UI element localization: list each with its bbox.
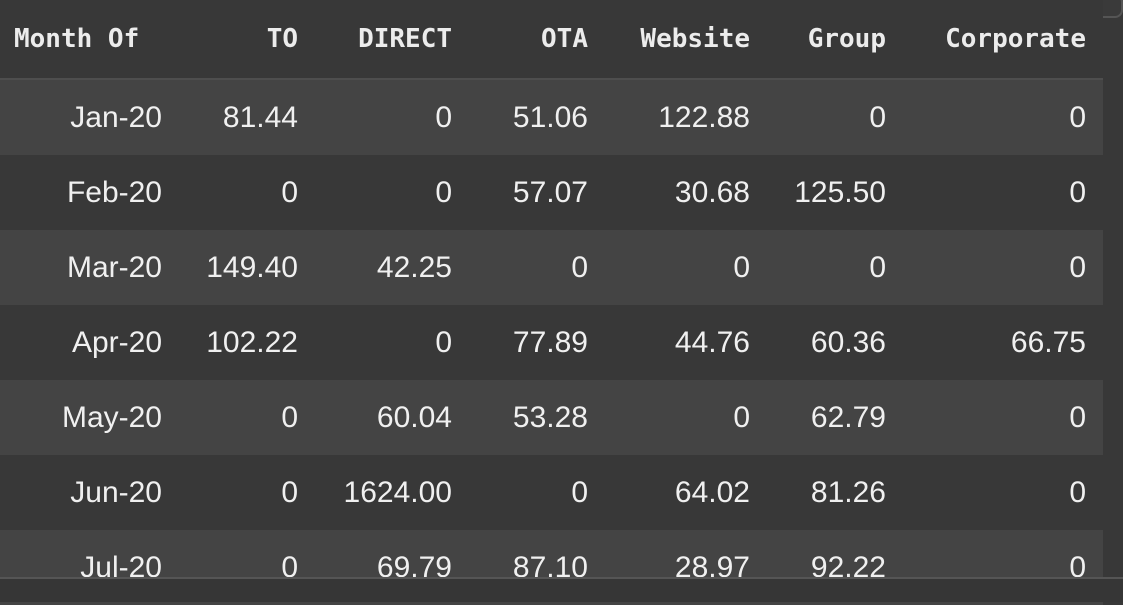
table-row: Jul-20 0 69.79 87.10 28.97 92.22 0: [0, 530, 1103, 605]
table-cell: 0: [903, 455, 1103, 530]
table-cell: 0: [469, 230, 605, 305]
row-label: Mar-20: [0, 230, 179, 305]
table-row: May-20 0 60.04 53.28 0 62.79 0: [0, 380, 1103, 455]
horizontal-scrollbar[interactable]: [0, 577, 1123, 602]
table-cell: 0: [767, 79, 903, 155]
table-row: Apr-20 102.22 0 77.89 44.76 60.36 66.75: [0, 305, 1103, 380]
table-cell: 0: [903, 79, 1103, 155]
table-cell: 81.44: [179, 79, 315, 155]
table-row: Mar-20 149.40 42.25 0 0 0 0: [0, 230, 1103, 305]
table-cell: 122.88: [605, 79, 767, 155]
column-header-month-of: Month Of: [0, 0, 179, 80]
row-label: Feb-20: [0, 155, 179, 230]
table-cell: 77.89: [469, 305, 605, 380]
table-cell: 0: [767, 230, 903, 305]
table-cell: 30.68: [605, 155, 767, 230]
table-cell: 0: [315, 155, 469, 230]
column-header-ota: OTA: [469, 0, 605, 80]
column-header-to: TO: [179, 0, 315, 80]
table-cell: 0: [315, 305, 469, 380]
table-cell: 57.07: [469, 155, 605, 230]
table-cell: 125.50: [767, 155, 903, 230]
column-header-group: Group: [767, 0, 903, 80]
table-cell: 62.79: [767, 380, 903, 455]
table-cell: 64.02: [605, 455, 767, 530]
table-cell: 0: [903, 380, 1103, 455]
table-cell: 149.40: [179, 230, 315, 305]
table-row: Jan-20 81.44 0 51.06 122.88 0 0: [0, 79, 1103, 155]
column-header-corporate: Corporate: [903, 0, 1103, 80]
table-cell: 42.25: [315, 230, 469, 305]
table-cell: 81.26: [767, 455, 903, 530]
row-label: Apr-20: [0, 305, 179, 380]
table-cell: 0: [179, 380, 315, 455]
row-label: Jan-20: [0, 79, 179, 155]
table-cell: 0: [469, 455, 605, 530]
table-cell: 0: [315, 79, 469, 155]
column-header-website: Website: [605, 0, 767, 80]
header-row: Month Of TO DIRECT OTA Website Group Corporate: [0, 0, 1103, 80]
row-label: Jun-20: [0, 455, 179, 530]
table-row: Feb-20 0 0 57.07 30.68 125.50 0: [0, 155, 1103, 230]
table-cell: 0: [605, 230, 767, 305]
table-cell: 51.06: [469, 79, 605, 155]
table-cell: 0: [179, 455, 315, 530]
table-cell: 66.75: [903, 305, 1103, 380]
column-header-direct: DIRECT: [315, 0, 469, 80]
table-cell: 0: [179, 155, 315, 230]
row-label: May-20: [0, 380, 179, 455]
table-cell: 60.36: [767, 305, 903, 380]
table-cell: 44.76: [605, 305, 767, 380]
table-cell: 60.04: [315, 380, 469, 455]
table-cell: 0: [605, 380, 767, 455]
table-row: Jun-20 0 1624.00 0 64.02 81.26 0: [0, 455, 1103, 530]
table-cell: 102.22: [179, 305, 315, 380]
table-cell: 1624.00: [315, 455, 469, 530]
table-cell: 0: [903, 230, 1103, 305]
table-cell: 0: [903, 155, 1103, 230]
table-cell: 53.28: [469, 380, 605, 455]
